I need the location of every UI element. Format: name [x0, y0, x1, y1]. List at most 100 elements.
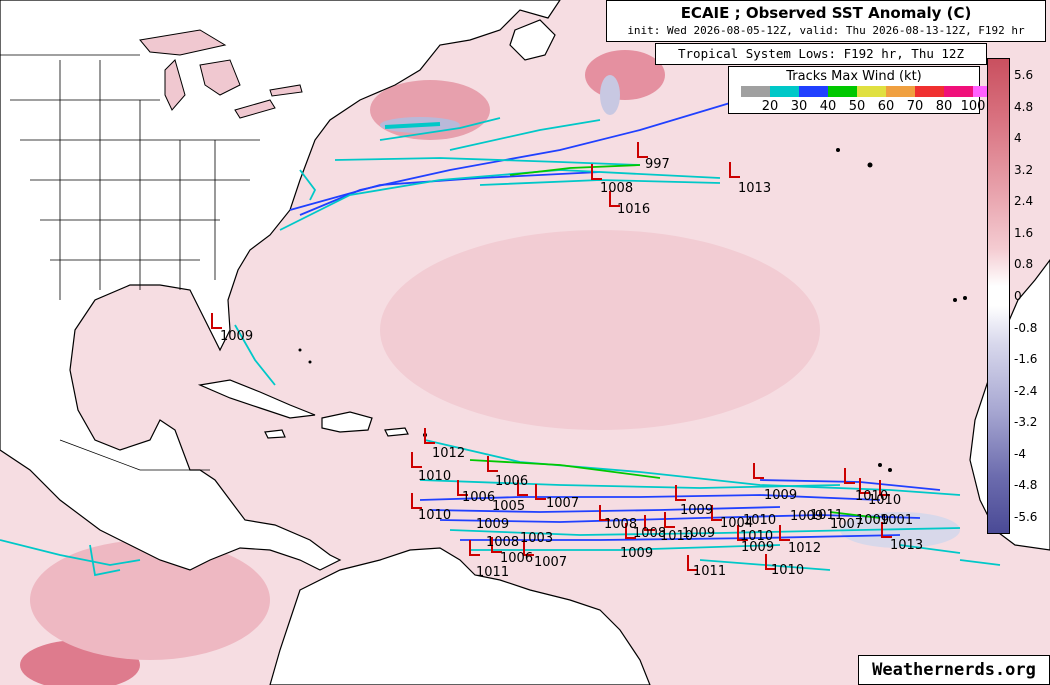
low-marker	[491, 537, 502, 553]
low-marker	[711, 505, 722, 521]
low-label: 1011	[693, 564, 726, 579]
colorbar-label: -3.2	[1014, 415, 1038, 430]
colorbar-label: 4	[1014, 131, 1022, 146]
low-marker	[753, 463, 764, 479]
low-label: 1009	[680, 503, 713, 518]
low-marker	[535, 484, 546, 500]
low-marker	[625, 523, 636, 539]
low-label: 1004	[720, 516, 753, 531]
sst-colorbar	[987, 58, 1010, 534]
track	[439, 514, 921, 523]
low-label: 1006	[462, 490, 495, 505]
low-label: 1010	[855, 489, 888, 504]
low-label: 1012	[432, 446, 465, 461]
low-marker	[881, 522, 892, 538]
colorbar-label: 5.6	[1014, 68, 1034, 82]
low-marker	[844, 468, 855, 484]
colorbar-label: -4.8	[1014, 478, 1038, 493]
colorbar-label: -4	[1014, 446, 1026, 461]
wind-label: 50	[848, 99, 866, 114]
low-label: 1016	[617, 202, 650, 217]
puerto-rico	[384, 427, 409, 437]
low-marker	[779, 525, 790, 541]
low-label: 1012	[788, 541, 821, 556]
small-islands	[298, 148, 967, 472]
track	[384, 122, 441, 129]
track	[469, 459, 661, 479]
low-marker	[737, 525, 748, 541]
storm-tracks	[0, 102, 1001, 577]
borders	[0, 54, 260, 471]
wind-swatch	[915, 86, 944, 97]
colorbar-label: 0.8	[1014, 257, 1034, 272]
wind-swatches	[741, 86, 1002, 97]
track	[0, 539, 141, 566]
brand-logo: Weathernerds.org	[858, 655, 1050, 685]
low-label: 1013	[890, 538, 923, 553]
low-marker	[765, 554, 776, 570]
low-marker	[599, 505, 610, 521]
low-label: 1008	[600, 181, 633, 196]
track	[509, 164, 641, 176]
low-marker	[487, 456, 498, 472]
low-labels: 997 1008 1016 1013 1009 1012 1010 1006 1…	[220, 157, 923, 580]
low-marker	[859, 478, 870, 494]
low-marker	[211, 313, 222, 329]
wind-legend: Tracks Max Wind (kt) 20 30 40 50 60 70 80 100	[728, 66, 1002, 114]
colorbar-label: 4.8	[1014, 99, 1034, 114]
colorbar-label: -5.6	[1014, 510, 1038, 524]
wind-swatch	[799, 86, 828, 97]
low-marker	[523, 540, 534, 556]
low-marker	[664, 512, 675, 528]
track	[959, 559, 1001, 566]
track	[470, 544, 781, 551]
track	[424, 439, 961, 496]
track	[89, 544, 121, 577]
low-label: 1009	[476, 517, 509, 532]
low-label: 1006	[500, 551, 533, 566]
low-label: 1009	[220, 329, 253, 344]
low-label: 1013	[738, 181, 771, 196]
low-marker	[644, 515, 655, 531]
low-marker	[879, 480, 890, 496]
low-label: 1010	[418, 508, 451, 523]
wind-swatch	[770, 86, 799, 97]
track	[299, 169, 317, 201]
jamaica	[264, 429, 286, 439]
low-marker	[729, 162, 740, 178]
low-marker	[457, 480, 468, 496]
low-label: 1010	[743, 513, 776, 528]
low-label: 1010	[418, 469, 451, 484]
wind-label: 100	[960, 99, 986, 114]
title-box: ECAIE ; Observed SST Anomaly (C) init: W…	[606, 0, 1046, 42]
track	[419, 494, 881, 501]
lows-title: Tropical System Lows: F192 hr, Thu 12Z	[655, 43, 987, 65]
colorbar-label: 0	[1014, 289, 1022, 303]
low-marker	[687, 555, 698, 571]
wind-label: 80	[935, 99, 953, 114]
low-label: 1011	[476, 565, 509, 580]
low-label: 1008	[633, 526, 666, 541]
low-label: 1007	[534, 555, 567, 570]
low-marker	[591, 164, 602, 180]
low-marker	[637, 142, 648, 158]
south-america	[269, 547, 651, 685]
low-label: 1001	[880, 513, 913, 528]
low-label: 1006	[495, 474, 528, 489]
low-label: 1010	[740, 529, 773, 544]
low-label: 1003	[520, 531, 553, 546]
low-label: 1007	[830, 517, 863, 532]
track	[829, 511, 881, 519]
wind-swatch	[828, 86, 857, 97]
wind-label: 70	[906, 99, 924, 114]
wind-swatch	[741, 86, 770, 97]
wind-label: 20	[761, 99, 779, 114]
wind-swatch	[886, 86, 915, 97]
wind-label: 40	[819, 99, 837, 114]
track	[234, 324, 276, 386]
low-label: 1009	[682, 526, 715, 541]
track	[449, 119, 601, 151]
low-label: 1010	[660, 529, 693, 544]
wind-label: 60	[877, 99, 895, 114]
